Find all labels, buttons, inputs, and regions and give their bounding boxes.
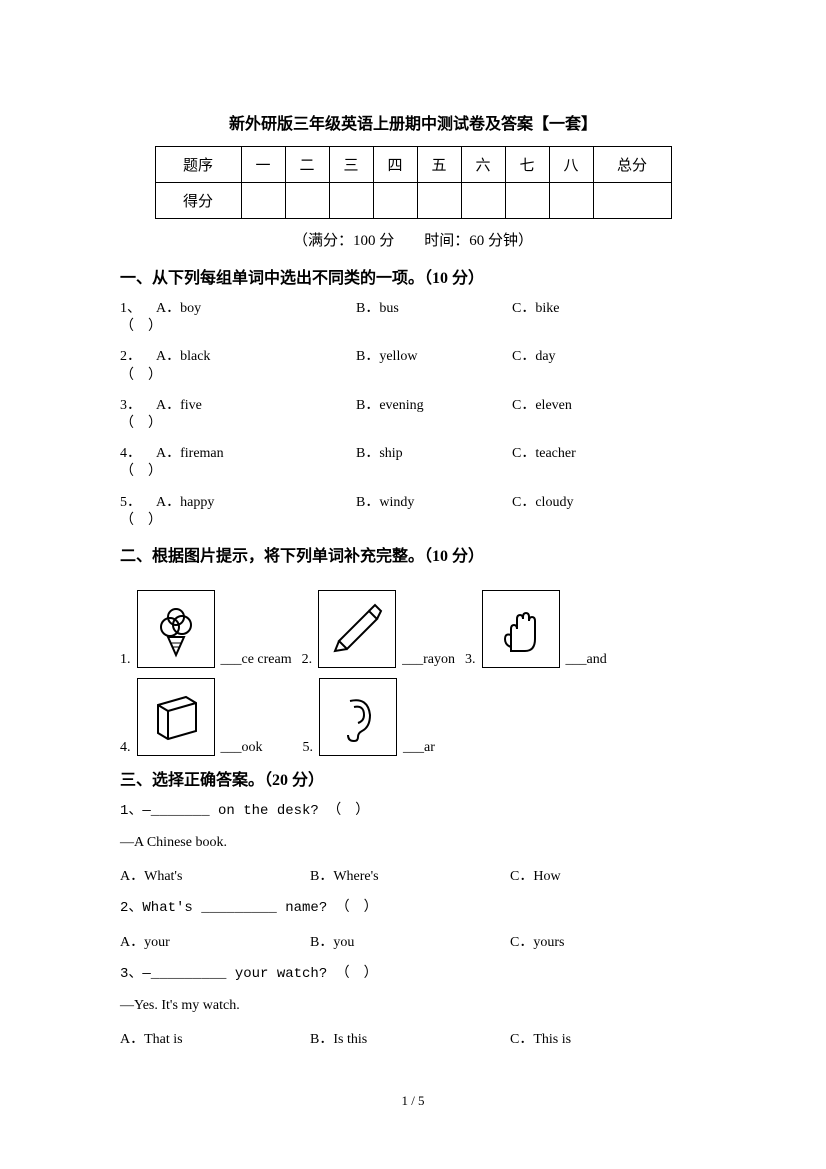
q3-3-options: A．That is B．Is this C．This is — [120, 1028, 706, 1048]
col-8: 八 — [549, 147, 593, 183]
item-num: 4. — [120, 740, 131, 756]
book-icon — [137, 678, 215, 756]
q3-2-options: A．your B．you C．yours — [120, 931, 706, 951]
meta-line: （满分：100 分 时间：60 分钟） — [120, 229, 706, 250]
header-label: 题序 — [155, 147, 241, 183]
page-number: 1 / 5 — [0, 1093, 826, 1109]
item-num: 1. — [120, 652, 131, 668]
page-title: 新外研版三年级英语上册期中测试卷及答案【一套】 — [120, 110, 706, 134]
table-header-row: 题序 一 二 三 四 五 六 七 八 总分 — [155, 147, 671, 183]
opt-a: A．five — [156, 397, 356, 433]
score-1[interactable] — [241, 183, 285, 219]
section2-row2: 4. ___ook 5. ___ar — [120, 678, 706, 756]
item-num: 2. — [302, 652, 313, 668]
score-7[interactable] — [505, 183, 549, 219]
q4-row: 4．（ ） A．fireman B．ship C．teacher — [120, 445, 706, 481]
q5-row: 5．（ ） A．happy B．windy C．cloudy — [120, 494, 706, 530]
section1-heading: 一、从下列每组单词中选出不同类的一项。（10 分） — [120, 264, 706, 288]
opt-a: A．boy — [156, 300, 356, 336]
score-5[interactable] — [417, 183, 461, 219]
opt-c: C．teacher — [512, 445, 706, 481]
opt-b: B．windy — [356, 494, 512, 530]
col-1: 一 — [241, 147, 285, 183]
opt-b: B．yellow — [356, 348, 512, 384]
opt-a: A．That is — [120, 1028, 310, 1048]
word-label: ___rayon — [402, 652, 455, 668]
crayon-icon — [318, 590, 396, 668]
word-label: ___ce cream — [221, 652, 292, 668]
total-label: 总分 — [593, 147, 671, 183]
opt-c: C．yours — [510, 931, 706, 951]
col-3: 三 — [329, 147, 373, 183]
opt-c: C．eleven — [512, 397, 706, 433]
opt-c: C．bike — [512, 300, 706, 336]
q3-1-options: A．What's B．Where's C．How — [120, 865, 706, 885]
word-label: ___ar — [403, 740, 435, 756]
section2-row1: 1. ___ce cream 2. ___rayon 3. — [120, 590, 706, 668]
img-item-2: 2. ___rayon — [302, 590, 455, 668]
score-label: 得分 — [155, 183, 241, 219]
opt-b: B．bus — [356, 300, 512, 336]
col-7: 七 — [505, 147, 549, 183]
img-item-4: 4. ___ook — [120, 678, 263, 756]
score-4[interactable] — [373, 183, 417, 219]
item-num: 5. — [303, 740, 314, 756]
q-num: 1、（ ） — [120, 300, 156, 336]
section3-heading: 三、选择正确答案。（20 分） — [120, 766, 706, 790]
q-num: 4．（ ） — [120, 445, 156, 481]
ear-icon — [319, 678, 397, 756]
icecream-icon — [137, 590, 215, 668]
opt-b: B．Is this — [310, 1028, 510, 1048]
q2-row: 2．（ ） A．black B．yellow C．day — [120, 348, 706, 384]
q-num: 3．（ ） — [120, 397, 156, 433]
q-num: 5．（ ） — [120, 494, 156, 530]
hand-icon — [482, 590, 560, 668]
q1-row: 1、（ ） A．boy B．bus C．bike — [120, 300, 706, 336]
score-6[interactable] — [461, 183, 505, 219]
score-3[interactable] — [329, 183, 373, 219]
opt-a: A．fireman — [156, 445, 356, 481]
score-8[interactable] — [549, 183, 593, 219]
q3-2-line1: 2、What's _________ name? （ ） — [120, 899, 706, 919]
score-table: 题序 一 二 三 四 五 六 七 八 总分 得分 — [155, 146, 672, 219]
img-item-1: 1. ___ce cream — [120, 590, 292, 668]
word-label: ___and — [566, 652, 607, 668]
col-2: 二 — [285, 147, 329, 183]
opt-a: A．your — [120, 931, 310, 951]
img-item-5: 5. ___ar — [303, 678, 435, 756]
opt-c: C．day — [512, 348, 706, 384]
opt-a: A．black — [156, 348, 356, 384]
col-6: 六 — [461, 147, 505, 183]
col-5: 五 — [417, 147, 461, 183]
opt-c: C．This is — [510, 1028, 706, 1048]
table-score-row: 得分 — [155, 183, 671, 219]
q3-1-line2: —A Chinese book. — [120, 833, 706, 853]
word-label: ___ook — [221, 740, 263, 756]
opt-c: C．cloudy — [512, 494, 706, 530]
opt-b: B．evening — [356, 397, 512, 433]
img-item-3: 3. ___and — [465, 590, 607, 668]
opt-b: B．you — [310, 931, 510, 951]
item-num: 3. — [465, 652, 476, 668]
q3-3-line1: 3、—_________ your watch? （ ） — [120, 965, 706, 985]
section1-questions: 1、（ ） A．boy B．bus C．bike 2．（ ） A．black B… — [120, 300, 706, 530]
q3-3-line2: —Yes. It's my watch. — [120, 996, 706, 1016]
col-4: 四 — [373, 147, 417, 183]
score-2[interactable] — [285, 183, 329, 219]
opt-a: A．What's — [120, 865, 310, 885]
score-total[interactable] — [593, 183, 671, 219]
section2-heading: 二、根据图片提示，将下列单词补充完整。（10 分） — [120, 542, 706, 566]
opt-c: C．How — [510, 865, 706, 885]
q3-row: 3．（ ） A．five B．evening C．eleven — [120, 397, 706, 433]
opt-b: B．ship — [356, 445, 512, 481]
q3-1-line1: 1、—_______ on the desk? （ ） — [120, 802, 706, 822]
opt-a: A．happy — [156, 494, 356, 530]
opt-b: B．Where's — [310, 865, 510, 885]
q-num: 2．（ ） — [120, 348, 156, 384]
